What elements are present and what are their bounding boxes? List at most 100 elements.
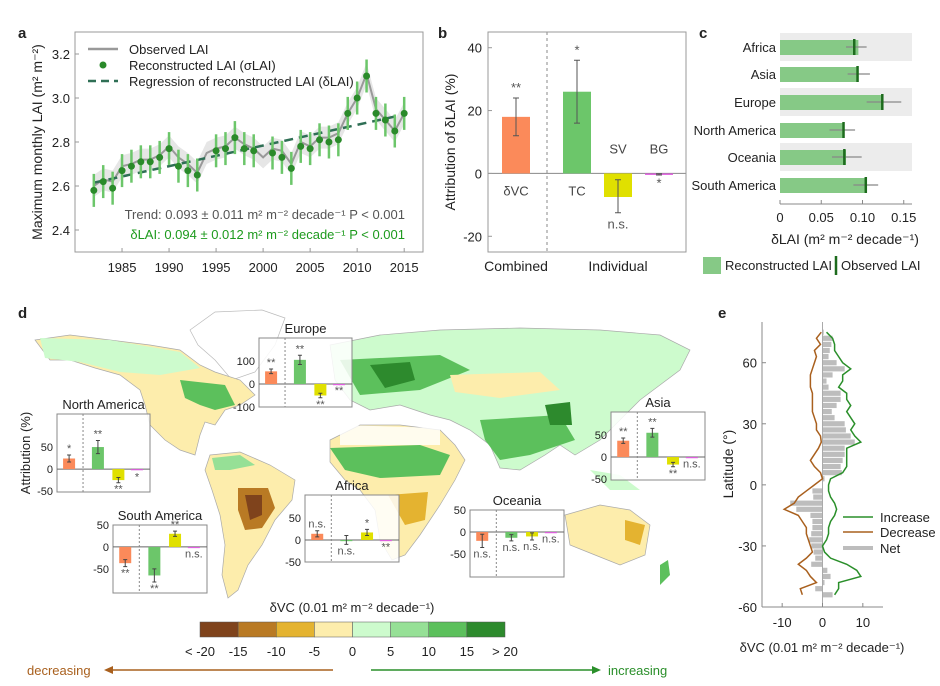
errorbar (513, 97, 519, 137)
category-label: TC (568, 183, 585, 198)
y-tick-label: -60 (738, 600, 757, 615)
x-tick-label: 1985 (108, 260, 137, 275)
increasing-label: increasing (608, 663, 667, 678)
reconstructed-point (278, 153, 286, 161)
reconstructed-point (146, 158, 154, 166)
inset-errorbar (318, 392, 323, 399)
inset-significance: ** (114, 484, 123, 496)
inset-significance: n.s. (337, 545, 355, 557)
net-bar (822, 384, 829, 390)
colorbar-swatch (352, 621, 391, 638)
net-bar (822, 427, 846, 433)
inset-y-tick-label: -50 (93, 564, 109, 576)
panel-label-b: b (438, 25, 447, 42)
net-bar (811, 531, 823, 537)
reconstructed-point (372, 109, 380, 117)
y-tick-label: 60 (743, 356, 757, 371)
panel-d-ylabel: Attribution (%) (18, 412, 33, 494)
inset-bar (187, 546, 200, 549)
net-bar (822, 439, 855, 445)
net-bar (822, 445, 845, 451)
colorbar-tick-label: < -20 (185, 644, 215, 659)
reconstructed-point (127, 162, 135, 170)
x-tick-label: 0.10 (850, 210, 875, 225)
inset-y-tick-label: 50 (454, 505, 466, 517)
reconstructed-point (297, 142, 305, 150)
colorbar-swatch (390, 621, 429, 638)
net-bar (812, 488, 823, 494)
net-bar (822, 421, 845, 427)
net-bar (822, 463, 841, 470)
colorbar-tick-label: 10 (422, 644, 436, 659)
x-tick-label: 0.05 (809, 210, 834, 225)
panel-a-axes-box (74, 31, 424, 253)
inset-bar (169, 533, 182, 547)
east-australia (625, 520, 645, 545)
decrease-line (782, 331, 824, 596)
inset-y-tick-label: 50 (41, 442, 53, 454)
reconstructed-point (193, 171, 201, 179)
colorbar-swatch (199, 621, 239, 638)
reconstructed-point (109, 184, 117, 192)
region-label: Europe (734, 95, 776, 110)
panel-e-ylabel: Latitude (°) (720, 430, 736, 499)
reconstructed-point (269, 149, 277, 157)
inset-title: Asia (645, 395, 671, 410)
legend-observed: Observed LAI (129, 42, 209, 57)
regression-line (93, 113, 405, 184)
inset-errorbar (116, 476, 121, 484)
region-label: Oceania (728, 150, 777, 165)
y-tick-label: 30 (743, 417, 757, 432)
net-bar (811, 543, 823, 549)
legend-net: Net (880, 541, 901, 556)
reconstructed-point (156, 153, 164, 161)
inset-europe: Europe 100 0 -100 ** ** ** ** (233, 321, 353, 414)
inset-box (304, 494, 400, 563)
y-tick-label: 3.2 (52, 47, 70, 62)
reconstructed-point (118, 167, 126, 175)
colorbar-title: δVC (0.01 m² m⁻² decade⁻¹) (270, 600, 435, 615)
reconstructed-point (212, 147, 220, 155)
inset-significance: ** (669, 468, 678, 480)
net-bar (822, 415, 835, 421)
panel-label-d: d (18, 305, 27, 322)
inset-significance: * (365, 517, 370, 529)
legend-regression: Regression of reconstructed LAI (δLAI) (129, 74, 354, 89)
y-tick-label: -30 (738, 539, 757, 554)
x-tick-label: 2015 (390, 260, 419, 275)
significance-label: * (574, 42, 579, 57)
reconstructed-point (240, 145, 248, 153)
region-label: South America (691, 178, 776, 193)
inset-errorbar (344, 535, 349, 545)
australia (564, 504, 651, 566)
y-tick-label: 3.0 (52, 91, 70, 106)
y-tick-label: -20 (463, 229, 482, 244)
inset-errorbar (650, 427, 655, 438)
inset-bar (646, 432, 659, 458)
y-tick-label: 40 (468, 41, 482, 56)
colorbar-tick-label: 5 (387, 644, 394, 659)
colorbar-tick-label: > 20 (492, 644, 518, 659)
panel-label-c: c (699, 25, 707, 42)
panel-c-regional: Africa Asia Europe North America Oceania Sout… (691, 33, 921, 275)
panel-label-a: a (18, 25, 27, 42)
x-tick-label: 2010 (343, 260, 372, 275)
reconstructed-point (250, 147, 258, 155)
category-label: SV (609, 141, 627, 156)
net-bar (822, 378, 827, 384)
inset-y-tick-label: -50 (450, 549, 466, 561)
legend-reconstructed-lai: Reconstructed LAI (725, 258, 832, 273)
reconstructed-point (344, 109, 352, 117)
x-tick-label: 0 (819, 615, 826, 630)
net-bar (822, 573, 831, 580)
net-bar (822, 396, 841, 402)
inset-bar (91, 447, 104, 470)
significance-label: n.s. (608, 217, 629, 232)
legend-observed-lai: Observed LAI (841, 258, 921, 273)
inset-y-tick-label: 0 (601, 452, 607, 464)
dlai-annotation: δLAI: 0.094 ± 0.012 m² m⁻² decade⁻¹ P < … (130, 227, 405, 242)
x-tick-label: 2005 (296, 260, 325, 275)
inset-significance: n.s. (542, 533, 560, 545)
panel-b-axes-box (487, 31, 687, 253)
